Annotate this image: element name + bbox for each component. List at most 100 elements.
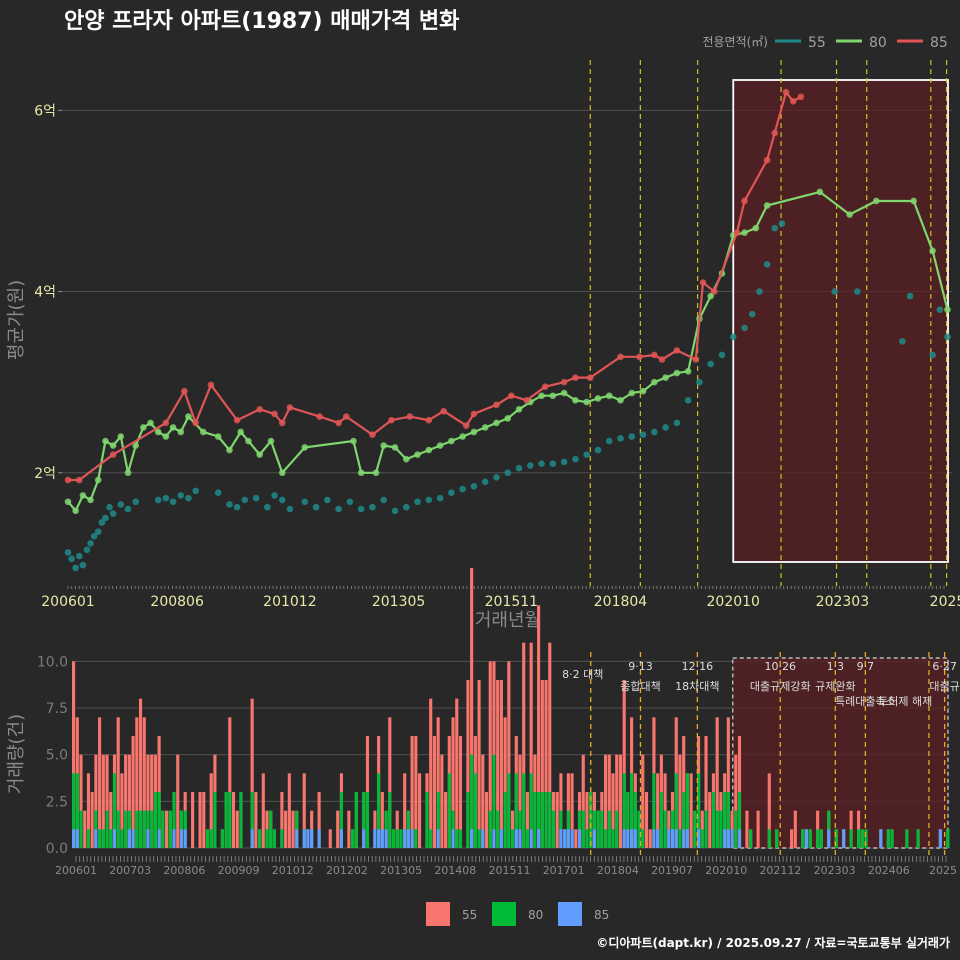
data-point-55 — [214, 489, 222, 496]
data-point-55 — [357, 505, 365, 513]
volume-bar-85 — [410, 829, 414, 848]
volume-bar-80 — [589, 792, 593, 848]
volume-bar-55 — [146, 754, 150, 848]
data-point-55 — [185, 494, 192, 502]
volume-bar-55 — [254, 792, 258, 848]
volume-bar-80 — [525, 829, 530, 848]
volume-bar-85 — [499, 829, 503, 848]
volume-bar-55 — [793, 810, 797, 848]
data-point-80 — [639, 387, 647, 395]
volume-bar-80 — [633, 792, 637, 848]
volume-bar-80 — [168, 810, 172, 848]
data-point-55 — [124, 505, 132, 513]
x-tick-label: 200806 — [163, 864, 205, 877]
data-point-80 — [651, 378, 658, 386]
volume-bar-85 — [157, 829, 161, 848]
volume-bar-80 — [395, 829, 399, 848]
volume-bar-80 — [726, 792, 730, 848]
data-point-80 — [301, 444, 309, 451]
volume-bar-55 — [417, 773, 422, 848]
data-point-80 — [572, 396, 579, 404]
volume-bar-85 — [537, 829, 541, 848]
policy-annotation: 8·2 대책 — [562, 668, 603, 681]
volume-bar-85 — [131, 829, 135, 848]
volume-bar-80 — [511, 829, 515, 848]
volume-bar-55 — [555, 792, 559, 848]
volume-bar-80 — [436, 792, 440, 848]
data-point-80 — [350, 437, 357, 445]
volume-bar-80 — [258, 829, 262, 848]
data-point-80 — [214, 433, 222, 440]
data-point-85 — [771, 129, 779, 137]
data-point-80 — [448, 437, 455, 445]
data-point-85 — [763, 156, 771, 164]
volume-bar-80 — [116, 810, 120, 848]
volume-bar-85 — [436, 829, 440, 848]
data-point-85 — [733, 229, 741, 236]
volume-bar-80 — [734, 810, 738, 848]
volume-bar-55 — [618, 754, 623, 848]
data-point-85 — [462, 422, 470, 429]
volume-bar-85 — [577, 829, 582, 848]
data-point-80 — [357, 469, 365, 477]
data-point-55 — [106, 503, 113, 511]
volume-bar-80 — [75, 773, 79, 848]
data-point-55 — [226, 501, 233, 508]
volume-bar-55 — [488, 661, 492, 848]
chart-title: 안양 프라자 아파트(1987) 매매가격 변화 — [64, 9, 459, 34]
data-point-55 — [162, 494, 170, 502]
data-point-85 — [636, 353, 643, 361]
volume-bar-55 — [414, 736, 418, 848]
data-point-55 — [899, 338, 906, 345]
x-tick-label: 201202 — [326, 864, 368, 877]
volume-bar-55 — [525, 792, 530, 848]
volume-bar-80 — [86, 829, 91, 848]
data-point-85 — [617, 353, 624, 361]
volume-bar-55 — [347, 810, 351, 848]
volume-bar-55 — [689, 773, 693, 848]
volume-bar-80 — [890, 829, 894, 848]
volume-bar-80 — [537, 792, 541, 848]
volume-bar-80 — [622, 773, 626, 848]
x-tick-label: 201305 — [380, 864, 422, 877]
data-point-55 — [718, 351, 726, 359]
data-point-55 — [929, 351, 936, 359]
volume-bar-55 — [570, 773, 574, 848]
volume-bar-80 — [808, 829, 812, 848]
volume-bar-55 — [150, 754, 154, 848]
volume-bar-85 — [172, 829, 176, 848]
data-point-55 — [324, 496, 331, 504]
data-point-80 — [185, 413, 192, 420]
volume-bar-80 — [473, 773, 477, 848]
data-point-55 — [87, 540, 94, 547]
volume-bar-80 — [72, 773, 76, 848]
volume-bar-55 — [734, 754, 738, 848]
volume-bar-80 — [142, 810, 146, 848]
volume-bar-80 — [693, 810, 697, 848]
data-point-80 — [132, 442, 139, 449]
data-point-80 — [162, 433, 170, 440]
data-point-55 — [75, 552, 83, 560]
y-tick-label: 0.0 — [46, 841, 68, 857]
volume-bar-55 — [604, 754, 608, 848]
data-point-80 — [237, 428, 245, 436]
data-point-85 — [335, 419, 342, 427]
data-point-55 — [132, 498, 139, 506]
volume-bar-55 — [388, 717, 392, 848]
data-point-55 — [68, 555, 75, 563]
volume-bar-55 — [496, 680, 500, 848]
volume-bar-80 — [477, 829, 481, 848]
volume-bar-85 — [112, 829, 117, 848]
data-point-55 — [526, 462, 534, 469]
volume-bar-80 — [663, 810, 667, 848]
y-tick-label: 2억 — [34, 466, 56, 482]
volume-bar-80 — [548, 792, 552, 848]
data-point-80 — [493, 419, 500, 427]
volume-bar-55 — [127, 754, 131, 848]
volume-bar-80 — [581, 810, 585, 848]
data-point-80 — [910, 197, 917, 205]
x-tick-label: 202303 — [814, 864, 856, 877]
data-point-80 — [72, 507, 79, 515]
volume-bar-80 — [697, 773, 701, 848]
volume-bar-80 — [946, 829, 950, 848]
